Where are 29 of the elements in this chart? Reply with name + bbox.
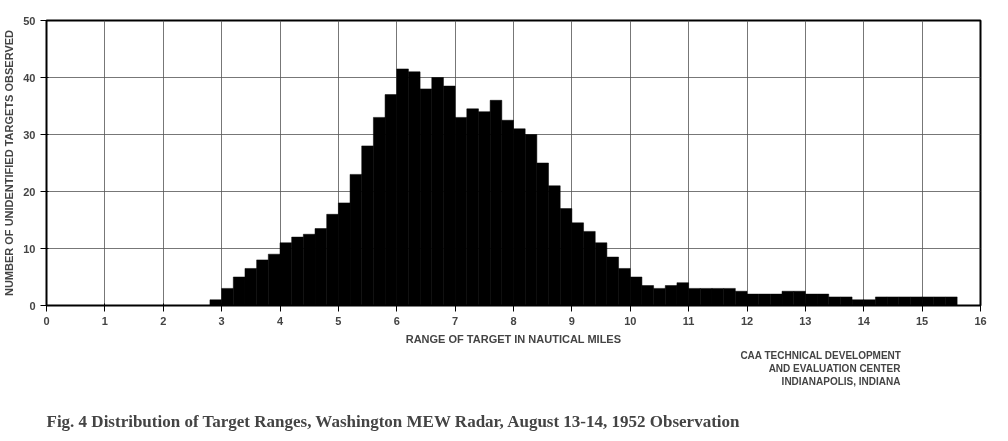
x-tick-label: 6 bbox=[393, 314, 400, 327]
text: Fig. 4 Distribution of Target Ranges, Washington MEW Radar, August 13-14, 1952 Observation bbox=[46, 411, 741, 431]
y-tick-label: 50 bbox=[23, 14, 36, 27]
y-axis-title: NUMBER OF UNIDENTIFIED TARGETS OBSERVED bbox=[3, 29, 16, 297]
x-tick-label: 7 bbox=[452, 314, 459, 327]
x-tick-label: 15 bbox=[916, 314, 929, 327]
x-tick-label: 8 bbox=[510, 314, 517, 327]
x-tick-label: 16 bbox=[974, 314, 987, 327]
x-tick-label: 11 bbox=[682, 314, 695, 327]
y-tick-label: 40 bbox=[23, 71, 36, 84]
x-tick-label: 14 bbox=[857, 314, 871, 327]
x-tick-label: 12 bbox=[740, 314, 754, 327]
text: CAA TECHNICAL DEVELOPMENT bbox=[740, 349, 901, 361]
y-tick-label: 0 bbox=[29, 299, 36, 312]
x-tick-label: 0 bbox=[43, 314, 50, 327]
y-tick-label: 10 bbox=[23, 242, 36, 255]
x-tick-label: 3 bbox=[218, 314, 225, 327]
x-tick-label: 9 bbox=[568, 314, 575, 327]
x-tick-label: 4 bbox=[276, 314, 284, 327]
x-axis-title: RANGE OF TARGET IN NAUTICAL MILES bbox=[405, 332, 622, 345]
x-tick-label: 13 bbox=[799, 314, 812, 327]
y-tick-label: 30 bbox=[23, 128, 36, 141]
x-tick-label: 5 bbox=[335, 314, 342, 327]
text: INDIANAPOLIS, INDIANA bbox=[781, 375, 901, 387]
y-tick-label: 20 bbox=[23, 185, 36, 198]
text: AND EVALUATION CENTER bbox=[768, 362, 902, 374]
x-tick-label: 2 bbox=[160, 314, 167, 327]
x-tick-label: 10 bbox=[624, 314, 637, 327]
x-tick-label: 1 bbox=[101, 314, 108, 327]
